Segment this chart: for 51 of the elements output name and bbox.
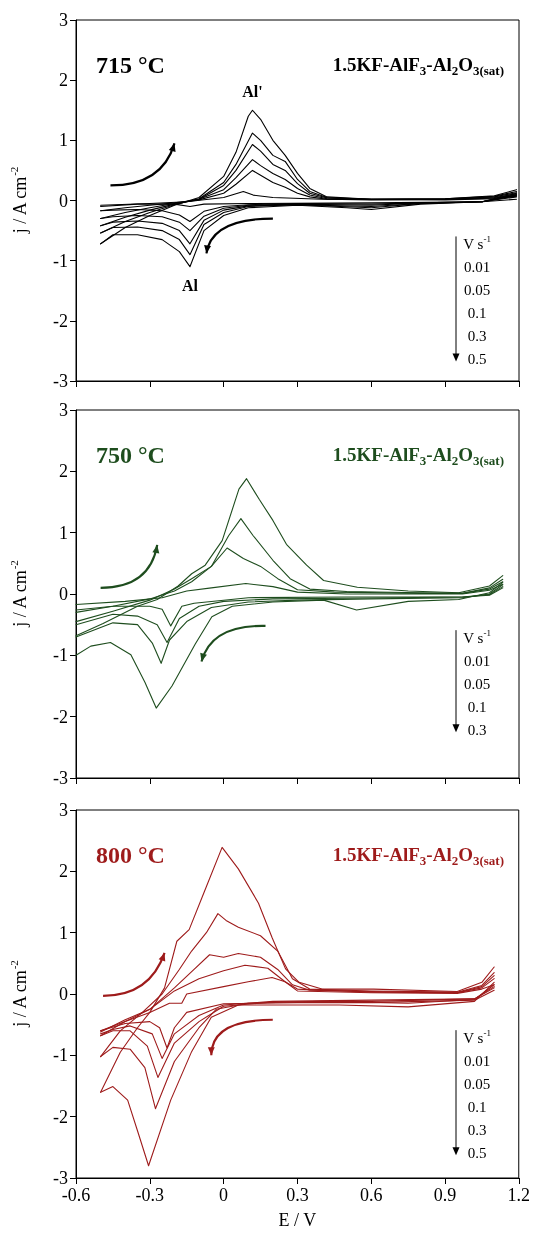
y-tick-label: -1 (53, 645, 68, 666)
y-tick-label: 0 (59, 190, 68, 211)
y-tick-label: 1 (59, 922, 68, 943)
text: 800 °C (96, 842, 165, 868)
y-tick-label: 2 (59, 461, 68, 482)
annotation: 0.5 (467, 351, 487, 368)
y-tick-label: 3 (59, 400, 68, 420)
x-tick-label: 0 (219, 1185, 229, 1205)
y-tick-label: -3 (53, 768, 68, 788)
annotation: 0.05 (463, 676, 491, 693)
annotation: 0.1 (467, 305, 487, 322)
annotation: Al (181, 277, 199, 295)
annotation: 0.01 (463, 1053, 491, 1070)
x-tick-label: -0.6 (61, 1185, 91, 1205)
y-tick-label: -1 (53, 250, 68, 271)
annotation: 0.3 (467, 722, 487, 739)
y-tick-label: 0 (59, 584, 68, 604)
x-tick-label: 1.2 (507, 1185, 530, 1205)
x-tick-label: 0.3 (286, 1185, 309, 1205)
y-tick-label: -3 (53, 371, 68, 391)
x-tick-label: 0.9 (433, 1185, 457, 1205)
y-tick-label: 1 (59, 522, 68, 543)
annotation: 0.05 (463, 1076, 491, 1093)
annotation: 0.01 (463, 653, 491, 670)
x-axis-title: E / V (278, 1210, 317, 1230)
annotation: 0.1 (467, 1099, 487, 1116)
y-tick-label: 1 (59, 130, 68, 151)
y-axis-title: j / A cm-2 (7, 960, 30, 1028)
y-axis-title: j / A cm-2 (7, 166, 30, 235)
annotation: 0.3 (467, 1122, 487, 1139)
y-tick-label: -3 (53, 1168, 68, 1188)
y-tick-label: -2 (53, 706, 68, 727)
x-tick-label: 0.6 (359, 1185, 383, 1205)
y-tick-label: 3 (59, 800, 68, 820)
annotation: 0.01 (463, 259, 491, 276)
annotation: 0.5 (467, 1145, 487, 1162)
x-tick-label: -0.3 (135, 1185, 165, 1205)
text: 715 °C (96, 52, 165, 78)
y-tick-label: 0 (59, 984, 68, 1004)
y-tick-label: -2 (53, 310, 68, 331)
y-tick-label: -1 (53, 1045, 68, 1066)
y-tick-label: 2 (59, 70, 68, 91)
annotation: 0.3 (467, 328, 487, 345)
annotation: 0.1 (467, 699, 487, 716)
text: 750 °C (96, 442, 165, 468)
y-axis-title: j / A cm-2 (7, 560, 30, 628)
annotation: 0.05 (463, 282, 491, 299)
y-tick-label: 3 (59, 10, 68, 30)
y-tick-label: 2 (59, 861, 68, 882)
y-tick-label: -2 (53, 1106, 68, 1127)
annotation: Al' (242, 82, 263, 100)
